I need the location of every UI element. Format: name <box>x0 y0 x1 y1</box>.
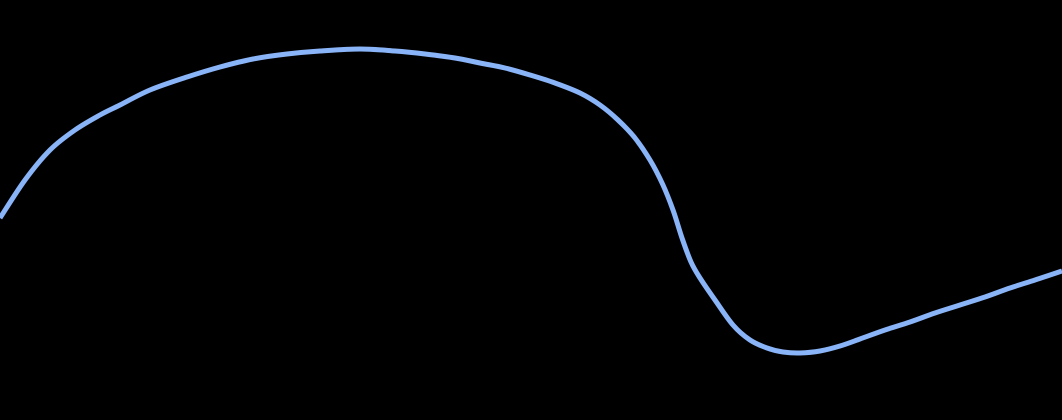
line-curve <box>0 46 1062 356</box>
